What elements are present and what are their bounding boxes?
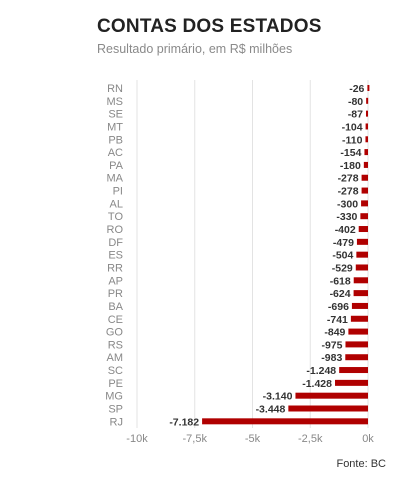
- state-label: MS: [107, 96, 124, 108]
- chart-source: Fonte: BC: [336, 458, 386, 470]
- x-tick-label: 0k: [362, 433, 374, 445]
- bar-ap: [353, 277, 368, 284]
- bar-sp: [288, 405, 368, 412]
- value-label: -110: [342, 134, 363, 146]
- value-label: -696: [328, 301, 349, 313]
- state-label: SE: [108, 109, 123, 121]
- bar-pe: [335, 379, 368, 386]
- bars: [202, 85, 370, 425]
- bar-sc: [339, 367, 368, 374]
- chart-title: CONTAS DOS ESTADOS: [97, 16, 322, 37]
- state-label: PA: [109, 160, 124, 172]
- bar-ma: [361, 174, 368, 181]
- bar-rs: [345, 341, 368, 348]
- chart-subtitle: Resultado primário, em R$ milhões: [97, 42, 293, 56]
- bar-mt: [365, 123, 368, 130]
- value-label: -402: [335, 224, 356, 236]
- state-label: AM: [107, 352, 124, 364]
- value-label: -479: [333, 237, 354, 249]
- bar-rn: [367, 85, 370, 91]
- bar-rj: [202, 418, 368, 425]
- state-label: ES: [108, 250, 123, 262]
- state-label: SC: [108, 365, 123, 377]
- value-label: -3.448: [256, 404, 286, 416]
- value-label: -983: [321, 352, 342, 364]
- bar-df: [356, 238, 368, 245]
- value-label: -3.140: [263, 391, 293, 403]
- x-tick-label: -10k: [126, 433, 148, 445]
- bar-ac: [364, 149, 368, 156]
- state-label: MT: [107, 121, 123, 133]
- state-label: DF: [108, 237, 123, 249]
- bar-ba: [351, 302, 368, 309]
- state-label: PE: [108, 378, 123, 390]
- state-label: RN: [107, 83, 123, 95]
- state-label: RJ: [110, 416, 123, 428]
- bar-es: [356, 251, 368, 258]
- value-label: -1.248: [306, 365, 336, 377]
- value-label: -87: [348, 109, 363, 121]
- bar-al: [361, 200, 368, 207]
- state-label: TO: [108, 211, 124, 223]
- value-label: -26: [349, 83, 364, 95]
- value-label: -618: [330, 275, 351, 287]
- value-label: -7.182: [169, 416, 199, 428]
- state-label: BA: [108, 301, 123, 313]
- bar-rr: [355, 264, 368, 271]
- state-label: SP: [108, 404, 123, 416]
- state-label: AC: [108, 147, 123, 159]
- bar-am: [345, 354, 368, 361]
- state-label: RR: [107, 262, 123, 274]
- x-tick-label: -2,5k: [298, 433, 323, 445]
- value-label: -104: [342, 121, 363, 133]
- value-label: -1.428: [302, 378, 332, 390]
- state-label: PI: [113, 186, 123, 198]
- bar-mg: [295, 392, 368, 399]
- bar-ro: [358, 226, 368, 233]
- state-label: MG: [105, 391, 123, 403]
- bar-pb: [365, 136, 368, 143]
- bar-go: [348, 328, 368, 335]
- state-label: PR: [108, 288, 123, 300]
- value-label: -975: [321, 339, 342, 351]
- state-label: PB: [108, 134, 123, 146]
- value-label: -741: [327, 314, 348, 326]
- x-tick-label: -5k: [245, 433, 261, 445]
- value-label: -849: [324, 327, 345, 339]
- state-label: GO: [106, 327, 124, 339]
- state-label: AP: [108, 275, 123, 287]
- state-label: MA: [107, 173, 124, 185]
- bar-pr: [353, 290, 368, 297]
- value-label: -278: [338, 173, 359, 185]
- value-label: -180: [340, 160, 361, 172]
- bar-to: [360, 213, 368, 220]
- bar-ce: [350, 315, 368, 322]
- state-label: CE: [108, 314, 123, 326]
- value-label: -330: [336, 211, 357, 223]
- bar-ms: [366, 97, 369, 104]
- labels: -10k -7,5k -5k -2,5k 0k RN -26 MS -80 SE -87 MT -104…: [105, 83, 374, 445]
- value-label: -154: [340, 147, 361, 159]
- bar-se: [365, 110, 368, 117]
- value-label: -80: [348, 96, 363, 108]
- bar-pa: [363, 161, 368, 168]
- value-label: -278: [338, 186, 359, 198]
- state-label: RO: [107, 224, 124, 236]
- value-label: -529: [332, 262, 353, 274]
- value-label: -624: [330, 288, 351, 300]
- x-tick-label: -7,5k: [183, 433, 208, 445]
- value-label: -504: [332, 250, 353, 262]
- value-label: -300: [337, 198, 358, 210]
- state-label: AL: [110, 198, 123, 210]
- bar-pi: [361, 187, 368, 194]
- state-label: RS: [108, 339, 123, 351]
